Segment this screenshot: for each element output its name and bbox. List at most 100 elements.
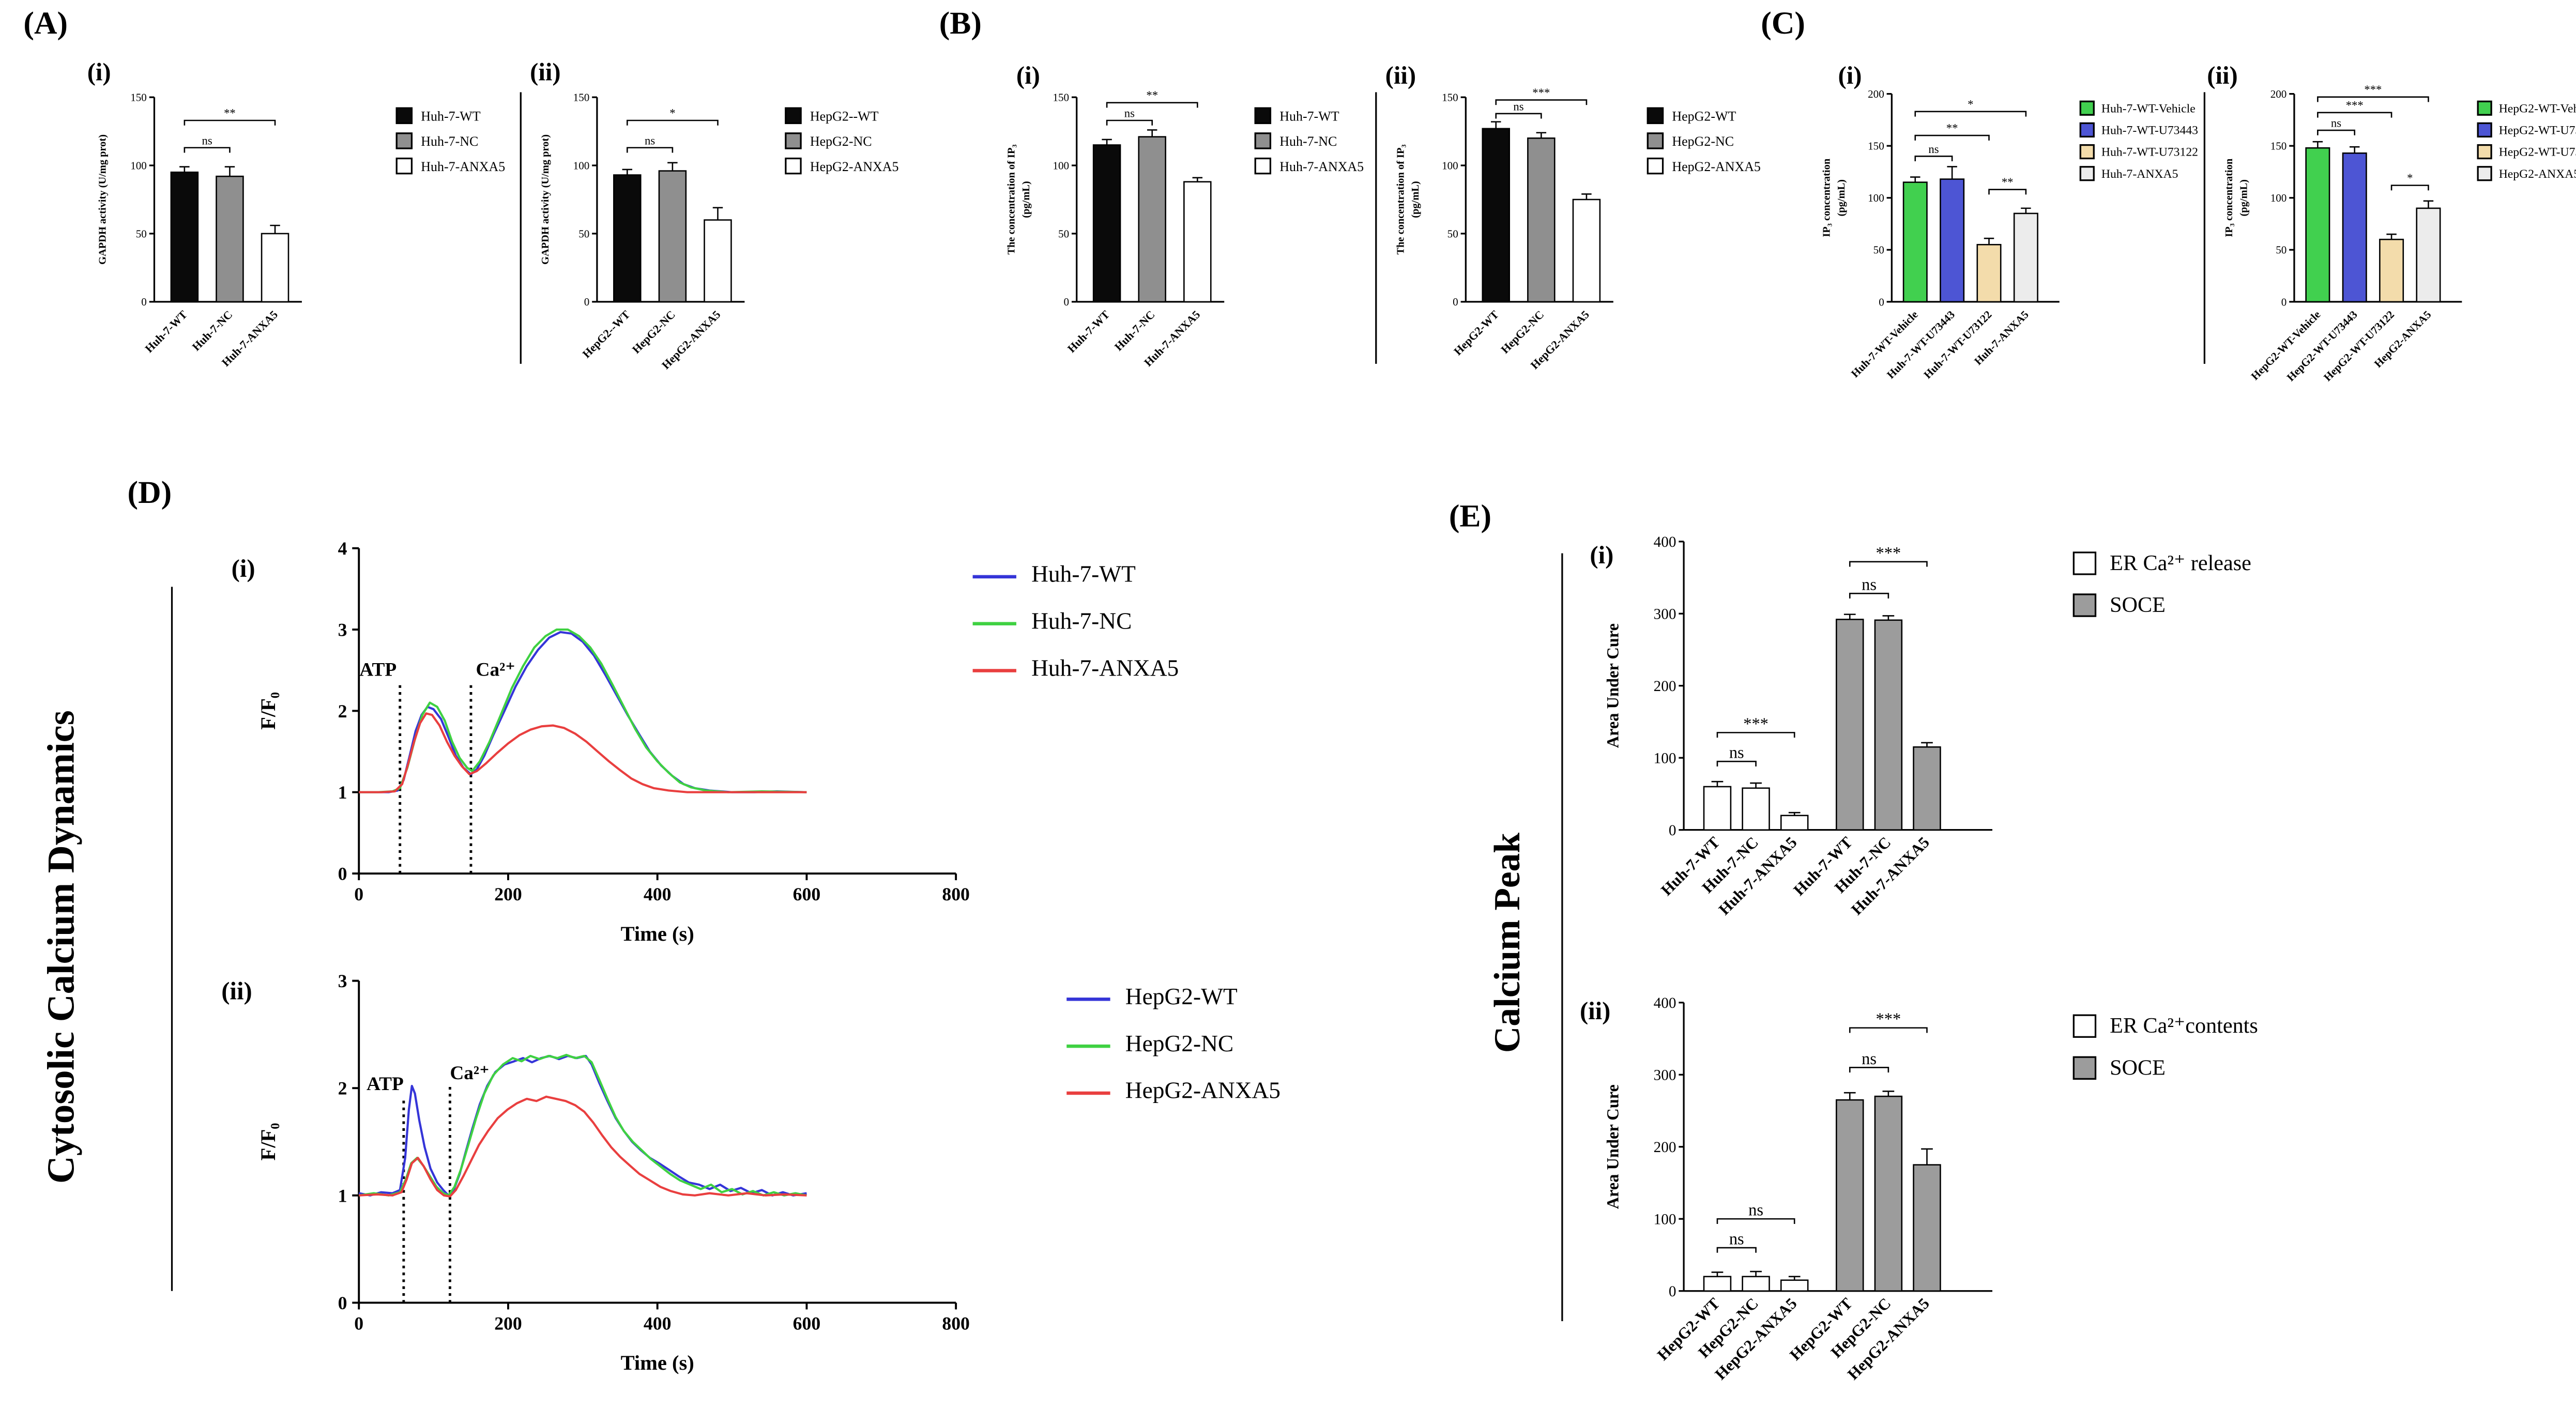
legend-line-swatch [1066, 1091, 1110, 1095]
svg-text:(pg/mL): (pg/mL) [1020, 181, 1032, 218]
chart-area-under-curve-huh7: 0 100 200 300 400 Area Under Cure Huh-7-WT Huh-… [1604, 528, 2009, 942]
legend-label: HepG2-WT [1125, 986, 1238, 1011]
svg-text:4: 4 [338, 538, 347, 559]
legend-d-i: Huh-7-WT Huh-7-NC Huh-7-ANXA5 [972, 563, 1179, 684]
svg-text:100: 100 [1654, 750, 1676, 767]
chart-ip3-concentration-huh7: 0 50 100 150 The concentration of IP₃ (pg/mL)… [1003, 84, 1238, 394]
svg-text:200: 200 [2270, 88, 2287, 100]
svg-text:F/F₀: F/F₀ [256, 1123, 280, 1161]
svg-text:HepG2-WT-U73443: HepG2-WT-U73443 [2284, 308, 2360, 384]
legend-item: Huh-7-NC [395, 132, 506, 149]
svg-text:HepG2-WT: HepG2-WT [1451, 308, 1501, 358]
legend-swatch [2079, 166, 2095, 181]
svg-text:100: 100 [130, 159, 147, 172]
svg-text:HepG2-WT-U73122: HepG2-WT-U73122 [2321, 308, 2397, 384]
legend-label: SOCE [2110, 592, 2166, 617]
svg-text:100: 100 [1442, 159, 1458, 172]
svg-text:0: 0 [1669, 1283, 1676, 1300]
D_ii-svg: 0 1 2 3 0 200 400 600 800 Time (s) F/F₀ ATP Ca²⁺ [256, 971, 970, 1374]
C_ii-svg: 0 50 100 150 200 IP₃ concentration (pg/mL) HepG… [2223, 83, 2462, 384]
panel-e-letter: (E) [1449, 499, 1492, 535]
panel-c-divider [2203, 92, 2205, 364]
legend-label: HepG2-NC [1125, 1033, 1234, 1058]
svg-text:*: * [1968, 98, 1973, 111]
legend-label: HepG2-ANXA5 [1672, 158, 1761, 174]
C_i-svg: 0 50 100 150 200 IP₃ concentration (pg/mL) Huh-… [1821, 88, 2060, 381]
series-Huh-7-ANXA5 [359, 712, 807, 793]
legend-item: HepG2-ANXA5 [1647, 157, 1761, 175]
legend-swatch [2072, 593, 2097, 617]
legend-item: Huh-7-WT-U73122 [2079, 144, 2199, 160]
panel-d-letter: (D) [127, 476, 172, 512]
legend-label: Huh-7-WT [1279, 108, 1339, 124]
legend-label: Huh-7-ANXA5 [1031, 657, 1179, 683]
svg-text:200: 200 [1654, 1139, 1676, 1156]
panel-d-sub-ii: (ii) [221, 979, 252, 1006]
legend-item: HepG2-ANXA5 [2477, 166, 2576, 181]
svg-text:400: 400 [1654, 534, 1676, 550]
svg-text:0: 0 [1879, 296, 1884, 308]
chart-ip3-concentration-hepg2: 0 50 100 150 The concentration of IP₃ (pg/mL)… [1392, 84, 1627, 394]
svg-text:*: * [2407, 172, 2413, 185]
svg-text:150: 150 [2270, 140, 2287, 152]
legend-a-ii: HepG2--WT HepG2-NC HepG2-ANXA5 [785, 107, 898, 175]
svg-text:ATP: ATP [367, 1074, 404, 1095]
legend-line-swatch [972, 622, 1016, 626]
legend-label: Huh-7-WT [1031, 563, 1136, 589]
legend-line-swatch [972, 668, 1016, 673]
svg-text:ns: ns [2331, 117, 2341, 130]
legend-label: HepG2-NC [810, 133, 872, 149]
svg-text:50: 50 [1447, 227, 1458, 240]
legend-item: HepG2-NC [785, 132, 898, 149]
legend-item: HepG2-ANXA5 [1066, 1080, 1281, 1107]
legend-item: Huh-7-WT [1254, 107, 1364, 125]
svg-text:600: 600 [793, 1313, 821, 1334]
panel-c-letter: (C) [1761, 6, 1805, 42]
legend-swatch [785, 107, 802, 125]
svg-text:0: 0 [354, 1313, 363, 1334]
svg-text:Huh-7-NC: Huh-7-NC [190, 308, 235, 354]
legend-swatch [2079, 100, 2095, 116]
legend-item: SOCE [2072, 592, 2251, 619]
legend-swatch [2072, 1014, 2097, 1038]
legend-item: Huh-7-NC [972, 610, 1179, 637]
svg-text:0: 0 [1453, 296, 1458, 308]
svg-text:Ca²⁺: Ca²⁺ [450, 1063, 489, 1084]
legend-swatch [395, 107, 413, 125]
svg-text:***: *** [2346, 99, 2364, 112]
legend-label: HepG2-WT [1672, 108, 1736, 124]
svg-text:Area Under Cure: Area Under Cure [1607, 623, 1623, 748]
legend-c-ii: HepG2-WT-Vehicle HepG2-WT-U73443 HepG2-WT-… [2477, 100, 2576, 181]
svg-text:50: 50 [2276, 244, 2287, 256]
svg-text:200: 200 [494, 884, 522, 905]
svg-text:(pg/mL): (pg/mL) [2238, 179, 2249, 216]
legend-label: Huh-7-NC [1279, 133, 1337, 149]
svg-text:ns: ns [1862, 576, 1877, 594]
legend-line-swatch [1066, 997, 1110, 1001]
svg-text:HepG2-WT-Vehicle: HepG2-WT-Vehicle [2249, 308, 2323, 382]
svg-text:100: 100 [1053, 159, 1069, 172]
legend-item: Huh-7-WT [395, 107, 506, 125]
chart-ip3-inhibitors-huh7: 0 50 100 150 200 IP₃ concentration (pg/mL) Huh-… [1818, 81, 2073, 401]
legend-label: ER Ca²⁺ release [2110, 549, 2251, 575]
cytosolic-calcium-dynamics-title: Cytosolic Calcium Dynamics [40, 710, 82, 1184]
A_ii-svg: 0 50 100 150 GAPDH activity (U/mg prot) HepG2… [540, 91, 745, 372]
svg-text:ATP: ATP [359, 659, 397, 680]
svg-text:100: 100 [573, 159, 590, 172]
legend-b-i: Huh-7-WT Huh-7-NC Huh-7-ANXA5 [1254, 107, 1364, 175]
series-HepG2-WT [358, 1054, 807, 1197]
panel-b-letter: (B) [939, 6, 982, 42]
svg-text:Area Under Cure: Area Under Cure [1607, 1084, 1623, 1209]
svg-text:200: 200 [1868, 88, 1884, 100]
chart-calcium-trace-hepg2: 0 1 2 3 0 200 400 600 800 Time (s) F/F₀ ATP Ca²⁺ [248, 961, 989, 1388]
legend-swatch [2072, 1056, 2097, 1080]
D_i-svg: 0 1 2 3 4 0 200 400 600 800 Time (s) F/F₀ ATP Ca²⁺ [256, 538, 970, 945]
svg-text:2: 2 [338, 1078, 347, 1099]
legend-swatch [2072, 551, 2097, 575]
legend-b-ii: HepG2-WT HepG2-NC HepG2-ANXA5 [1647, 107, 1761, 175]
svg-text:ns: ns [1729, 744, 1744, 762]
panel-d-bracket-line [171, 587, 174, 1291]
legend-label: Huh-7-WT-U73122 [2101, 144, 2199, 160]
legend-label: HepG2-ANXA5 [2498, 166, 2576, 181]
svg-text:0: 0 [2281, 296, 2287, 308]
